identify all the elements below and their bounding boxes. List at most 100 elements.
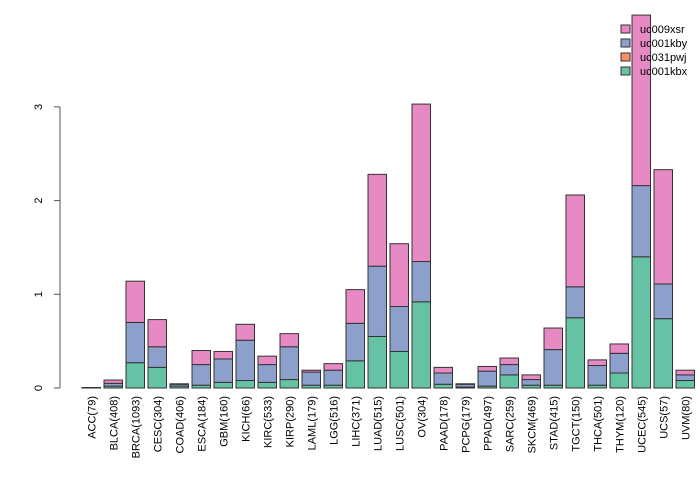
x-tick-label: UCEC(545) — [636, 396, 648, 453]
bar-segment-uc001kby — [148, 347, 167, 368]
bar-segment-uc009xsr — [346, 290, 365, 324]
x-tick-label: STAD(415) — [548, 396, 560, 450]
x-tick-label: CESC(304) — [152, 396, 164, 452]
legend-label: uc001kby — [640, 38, 688, 50]
bar-segment-uc009xsr — [104, 380, 123, 383]
bar-segment-uc001kbx — [654, 319, 673, 388]
bar-segment-uc001kbx — [390, 351, 409, 388]
bar-segment-uc001kby — [434, 373, 453, 384]
bar-segment-uc009xsr — [126, 281, 145, 322]
y-tick-label: 1 — [33, 291, 45, 297]
bar-segment-uc009xsr — [214, 351, 233, 358]
bar-segment-uc001kby — [126, 322, 145, 362]
x-tick-label: THCA(501) — [592, 396, 604, 452]
x-tick-label: THYM(120) — [614, 396, 626, 453]
legend-swatch-uc031pwj — [621, 53, 630, 61]
bar-segment-uc001kby — [324, 370, 343, 385]
bar-segment-uc001kbx — [148, 367, 167, 388]
y-tick-label: 2 — [33, 198, 45, 204]
bar-segment-uc001kby — [478, 371, 497, 386]
x-tick-label: OV(304) — [416, 396, 428, 438]
x-tick-label: SKCM(469) — [526, 396, 538, 453]
bar-segment-uc001kbx — [236, 381, 255, 388]
legend-label: uc031pwj — [640, 52, 686, 64]
x-tick-label: GBM(160) — [218, 396, 230, 447]
y-axis: 0 1 2 3 — [33, 104, 60, 391]
bar-segment-uc009xsr — [368, 174, 387, 266]
x-tick-label: TGCT(150) — [570, 396, 582, 452]
bar-segment-uc009xsr — [434, 367, 453, 373]
bar-segment-uc009xsr — [610, 344, 629, 353]
x-tick-label: PCPG(179) — [460, 396, 472, 453]
bar-segment-uc009xsr — [654, 170, 673, 284]
legend-swatch-uc001kby — [621, 39, 630, 47]
x-tick-label: LAML(179) — [306, 396, 318, 450]
bar-segment-uc009xsr — [544, 328, 563, 350]
legend-swatch-uc001kbx — [621, 67, 630, 75]
x-tick-label: KIRC(533) — [262, 396, 274, 448]
bar-segment-uc001kbx — [632, 257, 651, 388]
bar-segment-uc001kby — [280, 347, 299, 380]
bar-segment-uc009xsr — [478, 366, 497, 371]
x-tick-label: BRCA(1093) — [130, 396, 142, 458]
bars-layer — [82, 15, 695, 388]
bar-segment-uc001kby — [522, 380, 541, 386]
bar-segment-uc001kbx — [500, 375, 519, 388]
legend-swatch-uc009xsr — [621, 25, 630, 33]
y-tick-label: 3 — [33, 104, 45, 110]
bar-segment-uc009xsr — [324, 364, 343, 371]
bar-segment-uc001kby — [632, 186, 651, 257]
bar-segment-uc009xsr — [236, 324, 255, 340]
bar-segment-uc009xsr — [588, 360, 607, 366]
x-tick-label: BLCA(408) — [108, 396, 120, 450]
bar-segment-uc001kbx — [412, 302, 431, 388]
bar-segment-uc001kby — [302, 372, 321, 385]
bar-segment-uc001kbx — [258, 382, 277, 388]
bar-segment-uc009xsr — [280, 334, 299, 347]
bar-segment-uc001kbx — [126, 363, 145, 388]
x-tick-label: LUSC(501) — [394, 396, 406, 451]
bar-segment-uc001kbx — [346, 361, 365, 388]
x-tick-label: KICH(66) — [240, 396, 252, 442]
y-tick-label: 0 — [33, 385, 45, 391]
bar-segment-uc001kby — [258, 365, 277, 383]
bar-segment-uc001kbx — [214, 382, 233, 388]
bar-segment-uc001kby — [544, 350, 563, 386]
x-tick-label: COAD(406) — [174, 396, 186, 453]
bar-segment-uc009xsr — [148, 320, 167, 347]
bar-segment-uc001kby — [368, 266, 387, 336]
x-tick-label: UCS(57) — [658, 396, 670, 439]
x-axis-labels: ACC(79)BLCA(408)BRCA(1093)CESC(304)COAD(… — [86, 396, 692, 458]
x-tick-label: LUAD(515) — [372, 396, 384, 451]
bar-segment-uc009xsr — [566, 195, 585, 287]
bar-segment-uc001kby — [654, 284, 673, 319]
bar-segment-uc001kby — [192, 365, 211, 386]
bar-segment-uc009xsr — [500, 358, 519, 365]
x-tick-label: UVM(80) — [680, 396, 692, 440]
bar-segment-uc001kbx — [676, 381, 695, 388]
x-tick-label: LGG(516) — [328, 396, 340, 445]
bar-segment-uc001kby — [236, 340, 255, 380]
bar-segment-uc001kbx — [368, 336, 387, 388]
legend-label: uc009xsr — [640, 24, 685, 36]
bar-segment-uc001kby — [412, 262, 431, 302]
x-tick-label: ESCA(184) — [196, 396, 208, 452]
bar-segment-uc009xsr — [412, 104, 431, 261]
bar-segment-uc001kby — [610, 353, 629, 373]
bar-segment-uc001kbx — [280, 380, 299, 388]
bar-segment-uc009xsr — [676, 370, 695, 375]
bar-segment-uc001kby — [500, 365, 519, 375]
bar-segment-uc001kby — [214, 359, 233, 382]
bar-segment-uc009xsr — [522, 375, 541, 380]
bar-segment-uc009xsr — [192, 351, 211, 365]
bar-segment-uc009xsr — [390, 244, 409, 307]
bar-segment-uc001kbx — [566, 318, 585, 388]
x-tick-label: SARC(259) — [504, 396, 516, 452]
bar-segment-uc009xsr — [302, 370, 321, 372]
bar-segment-uc001kbx — [434, 384, 453, 388]
bar-segment-uc009xsr — [258, 356, 277, 364]
bar-segment-uc001kby — [566, 287, 585, 318]
x-tick-label: LIHC(371) — [350, 396, 362, 447]
